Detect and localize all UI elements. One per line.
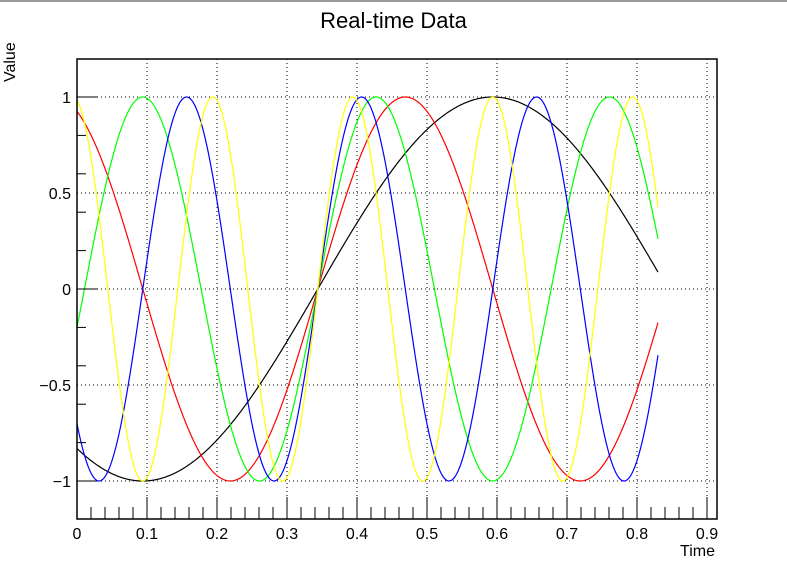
x-tick-label: 0.3 bbox=[276, 526, 298, 543]
x-tick-label: 0.8 bbox=[626, 526, 648, 543]
series-blue bbox=[76, 96, 659, 482]
y-tick-label: −1 bbox=[53, 474, 71, 491]
y-tick-label: 1 bbox=[62, 90, 71, 107]
series-yellow bbox=[76, 96, 659, 482]
x-axis-label: Time bbox=[680, 543, 715, 560]
window-top-border bbox=[0, 0, 787, 2]
x-tick-label: 0.5 bbox=[416, 526, 438, 543]
x-tick-label: 0.1 bbox=[136, 526, 158, 543]
chart-title: Real-time Data bbox=[320, 8, 467, 33]
y-tick-label: 0.5 bbox=[49, 186, 71, 203]
y-tick-label: −0.5 bbox=[39, 378, 71, 395]
x-tick-label: 0.2 bbox=[206, 526, 228, 543]
x-tick-label: 0.7 bbox=[556, 526, 578, 543]
x-tick-label: 0 bbox=[73, 526, 82, 543]
x-tick-label: 0.4 bbox=[346, 526, 368, 543]
y-tick-label: 0 bbox=[62, 282, 71, 299]
series-black bbox=[76, 96, 659, 482]
x-tick-label: 0.6 bbox=[486, 526, 508, 543]
x-tick-label: 0.9 bbox=[696, 526, 718, 543]
